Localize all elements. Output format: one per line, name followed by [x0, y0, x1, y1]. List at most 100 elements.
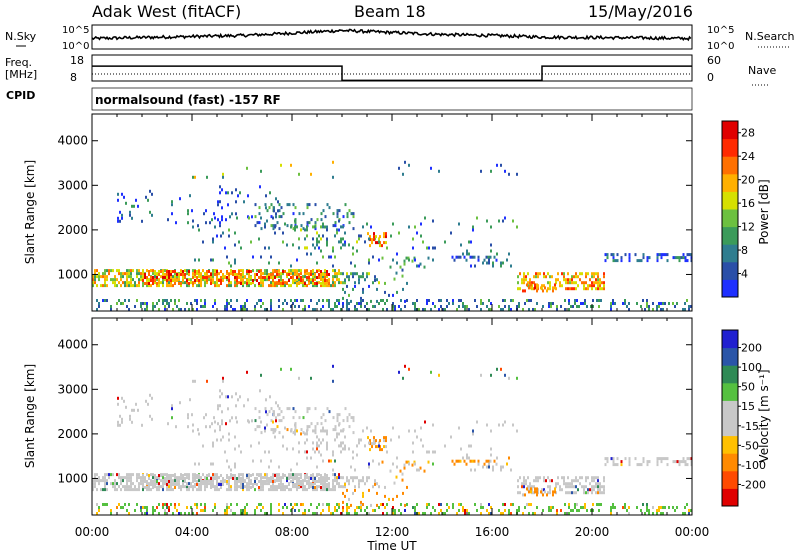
site-title: Adak West (fitACF) [92, 2, 241, 21]
power-cell [610, 253, 613, 257]
velocity-cell [194, 474, 196, 477]
velocity-cell [222, 477, 224, 480]
velocity-cell [242, 512, 244, 515]
velocity-cell [178, 486, 180, 489]
power-cell [529, 281, 531, 285]
velocity-cell [652, 512, 654, 515]
velocity-cell [328, 488, 330, 492]
velocity-cell [128, 485, 130, 489]
power-cell [573, 281, 575, 285]
velocity-cell [260, 459, 262, 463]
power-cell [324, 284, 326, 288]
power-cell [149, 189, 151, 193]
power-cell [94, 278, 96, 282]
velocity-cell [136, 503, 138, 506]
velocity-cell [403, 463, 406, 467]
power-cell [259, 185, 261, 189]
power-cell [379, 244, 381, 248]
power-cell [294, 225, 296, 229]
power-cell [606, 253, 609, 257]
velocity-cell [465, 462, 468, 466]
velocity-cell [277, 413, 279, 417]
velocity-cell [610, 509, 612, 512]
power-cell [272, 272, 274, 276]
power-cell [202, 269, 204, 273]
velocity-cell [200, 477, 202, 480]
velocity-cell [292, 431, 295, 435]
power-cell [276, 275, 278, 279]
velocity-cell [477, 462, 480, 466]
power-cell [366, 302, 368, 305]
power-cell [258, 221, 261, 225]
power-cell [334, 305, 336, 308]
power-cell [434, 246, 436, 250]
velocity-cell [512, 423, 514, 427]
power-cell [266, 272, 268, 276]
power-cell [338, 240, 340, 244]
power-cell [200, 276, 202, 279]
power-cell [118, 281, 120, 285]
power-cell [292, 275, 294, 279]
velocity-cell [168, 482, 170, 486]
power-cell [112, 278, 114, 282]
velocity-cell [332, 450, 334, 454]
velocity-cell [164, 509, 166, 512]
power-cell [220, 276, 222, 279]
power-cell [254, 278, 256, 282]
velocity-cell [585, 476, 587, 480]
power-cell [192, 269, 194, 273]
power-cell [672, 302, 674, 305]
velocity-cell [226, 506, 228, 509]
power-cell [196, 284, 198, 288]
velocity-cell [366, 476, 368, 480]
velocity-cell [126, 482, 128, 486]
power-cell [276, 282, 278, 285]
velocity-cell [533, 485, 535, 489]
power-cell [120, 272, 122, 276]
power-cell [306, 276, 308, 279]
velocity-cell [272, 483, 274, 486]
velocity-cell [334, 506, 336, 509]
power-cell [214, 284, 216, 288]
velocity-cell [222, 435, 224, 439]
power-cell [266, 275, 268, 279]
velocity-cell [490, 373, 492, 377]
power-cell [94, 272, 96, 276]
velocity-cell [204, 488, 206, 492]
velocity-cell [312, 488, 314, 492]
power-cell [272, 216, 274, 220]
power-cell [180, 273, 182, 276]
power-cell [227, 203, 229, 207]
power-cell [290, 276, 292, 279]
velocity-cell [240, 509, 242, 512]
velocity-cell [334, 425, 337, 429]
velocity-cell [222, 376, 224, 380]
velocity-cell [470, 468, 472, 472]
velocity-cell [328, 509, 330, 512]
power-cell [306, 221, 309, 225]
power-cell [276, 273, 278, 276]
power-cell [638, 259, 641, 263]
power-cell [198, 270, 200, 273]
power-cell [304, 308, 306, 311]
velocity-cell [373, 436, 375, 440]
velocity-cell [250, 482, 252, 486]
power-cell [100, 284, 102, 288]
power-cell [231, 191, 233, 195]
velocity-cell [579, 482, 581, 486]
power-cell [320, 270, 322, 273]
power-cell [412, 302, 414, 305]
velocity-cell [210, 480, 212, 483]
velocity-cell [300, 485, 302, 489]
power-cell [262, 276, 264, 279]
power-cell [666, 259, 669, 263]
velocity-cell [188, 474, 190, 477]
power-cell [314, 246, 316, 250]
velocity-cell [246, 476, 248, 480]
power-cell [348, 221, 351, 225]
power-cell [326, 284, 328, 288]
power-cell [648, 256, 651, 260]
velocity-cell [310, 422, 313, 426]
power-cell [260, 272, 262, 276]
power-cell [188, 273, 190, 276]
